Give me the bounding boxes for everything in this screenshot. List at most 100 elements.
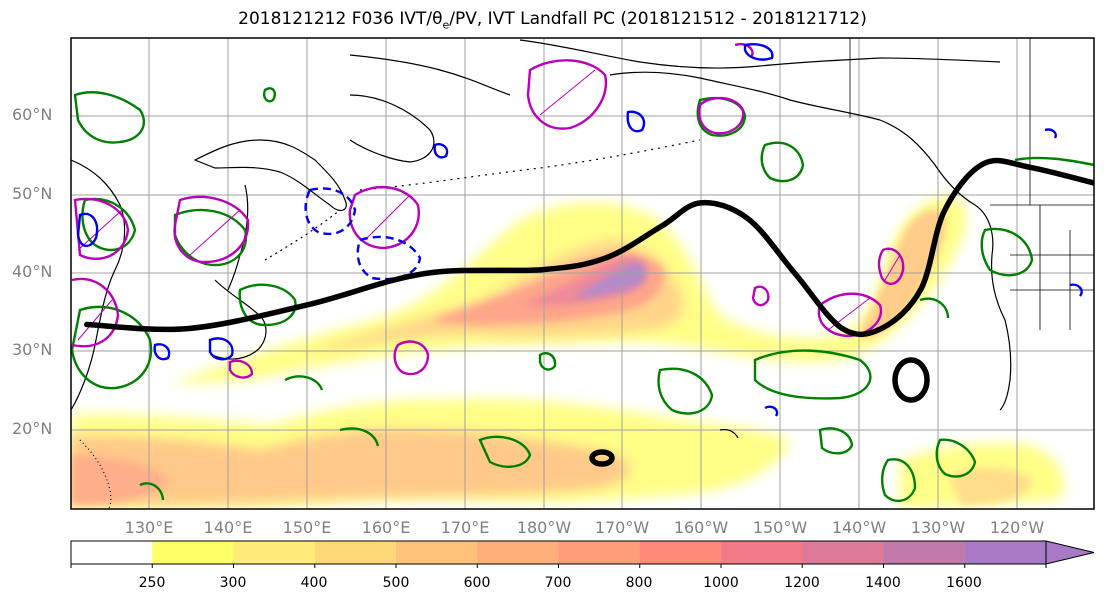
- colorbar-cell-8: [721, 541, 803, 564]
- pv-contour-12: [1014, 156, 1094, 167]
- colorbar-label-700: 700: [544, 575, 572, 591]
- lon-tick-150e: 150°E: [282, 518, 332, 537]
- pv-contour-1: [73, 91, 146, 144]
- coastline-alaska: [609, 71, 1012, 411]
- theta-e-pos-7: [877, 247, 905, 286]
- colorbar-tri-frame: [1045, 540, 1095, 565]
- ivt-band-tropics-600: [71, 455, 170, 505]
- coastline-chukotka: [349, 54, 511, 96]
- theta-e-neg-9: [1069, 283, 1083, 297]
- lon-tick-160e: 160°E: [361, 518, 411, 537]
- theta-e-pos-11: [228, 359, 254, 379]
- pc-contour-closed-2: [589, 449, 615, 467]
- pv-contour-21: [919, 297, 950, 319]
- lat-tick-30n: 30°N: [12, 340, 53, 359]
- pv-contour-20: [263, 87, 277, 103]
- pv-contour-16: [284, 375, 324, 391]
- theta-e-neg-5: [153, 343, 171, 361]
- lat-tick-40n: 40°N: [12, 262, 53, 281]
- lon-tick-140w: 140°W: [831, 518, 887, 537]
- pv-contour-7: [760, 141, 805, 183]
- theta-e-neg-4: [208, 337, 234, 361]
- pv-contour-14: [478, 435, 532, 468]
- colorbar-cell-0: [71, 541, 153, 564]
- colorbar-label-500: 500: [382, 575, 410, 591]
- pv-contour-15: [339, 427, 380, 447]
- theta-e-pos-12: [734, 43, 754, 57]
- colorbar-cells: [71, 541, 1047, 564]
- lon-tick-150w: 150°W: [752, 518, 808, 537]
- theta-e-pos-3: [173, 195, 250, 264]
- borders: [849, 38, 1094, 330]
- ivt-band-east-tropics-400: [950, 467, 1031, 505]
- colorbar-label-250: 250: [138, 575, 166, 591]
- colorbar-cell-5: [477, 541, 559, 564]
- colorbar-cell-4: [396, 541, 478, 564]
- pv-contour-3: [71, 305, 153, 390]
- theta-e-hatching: [77, 69, 901, 341]
- theta-e-neg-3: [76, 212, 99, 248]
- colorbar-label-300: 300: [219, 575, 247, 591]
- coastlines: [71, 39, 1012, 509]
- theta-e-pos-2: [348, 186, 420, 250]
- colorbar-cell-2: [233, 541, 316, 564]
- theta-e-neg-10: [433, 143, 449, 159]
- colorbar-label-800: 800: [625, 575, 653, 591]
- ivt-band-1000: [520, 256, 646, 306]
- theta-e-pos-10: [751, 285, 770, 307]
- lat-tick-20n: 20°N: [12, 419, 53, 438]
- ivt-landfall-pc-contour: [83, 157, 1094, 338]
- plot-frame: [70, 37, 1095, 510]
- colorbar-cell-7: [639, 541, 722, 564]
- theta-e-pos-8: [698, 96, 745, 135]
- colorbar-cell-3: [314, 541, 397, 564]
- colorbar-label-1600: 1600: [946, 575, 982, 591]
- coastline-aleutians: [359, 139, 701, 191]
- pv-contour-5: [238, 283, 297, 327]
- theta-e-neg-11: [764, 405, 779, 417]
- theta-e-neg-6: [626, 110, 646, 133]
- colorbar-label-1000: 1000: [703, 575, 739, 591]
- pv-contour-19: [139, 482, 165, 501]
- coastline-hawaii: [719, 428, 739, 439]
- coastline-bering: [349, 94, 435, 163]
- theta-e-pos-1: [526, 59, 608, 130]
- lon-tick-130e: 130°E: [124, 518, 174, 537]
- theta-e-neg-2: [356, 235, 422, 281]
- lon-tick-130w: 130°W: [910, 518, 966, 537]
- ivt-band-1600: [575, 262, 647, 298]
- theta-e-pos-6: [817, 292, 883, 338]
- theta-e-negative-contours: [76, 43, 1083, 417]
- gridlines: [71, 38, 1094, 509]
- colorbar-label-1400: 1400: [865, 575, 901, 591]
- coastline-kamchatka: [193, 139, 347, 212]
- theta-e-pos-9: [393, 340, 430, 376]
- lon-tick-160w: 160°W: [673, 518, 729, 537]
- pv-contour-8: [753, 349, 872, 400]
- pv-contour-10: [935, 438, 977, 478]
- coastline-alaska-north: [519, 39, 1001, 69]
- lon-tick-170e: 170°E: [440, 518, 490, 537]
- colorbar-cell-10: [883, 541, 966, 564]
- colorbar-ticks: [70, 564, 1047, 568]
- colorbar-label-400: 400: [300, 575, 328, 591]
- lat-tick-50n: 50°N: [12, 184, 53, 203]
- lon-tick-180w: 180°W: [516, 518, 572, 537]
- ivt-band-tropics-400: [71, 429, 630, 505]
- lon-tick-170w: 170°W: [594, 518, 650, 537]
- pv-contour-17: [538, 352, 557, 371]
- pv-contour-11: [880, 458, 917, 503]
- colorbar-label-1200: 1200: [784, 575, 820, 591]
- colorbar-label-600: 600: [463, 575, 491, 591]
- theta-e-pos-5: [71, 277, 120, 348]
- theta-e-neg-7: [743, 43, 774, 61]
- colorbar-extend-triangle: [1046, 541, 1094, 564]
- theta-e-neg-1: [304, 187, 357, 236]
- theta-e-positive-contours: [71, 43, 905, 379]
- theta-e-pos-4: [73, 197, 130, 260]
- colorbar: [70, 540, 1095, 568]
- colorbar-cell-9: [802, 541, 884, 564]
- pv-contour-18: [818, 427, 854, 455]
- plot-area: [71, 38, 1094, 509]
